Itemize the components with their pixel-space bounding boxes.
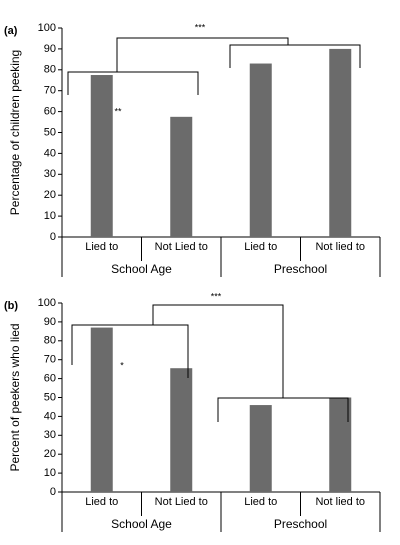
group-label: Preschool <box>274 517 327 531</box>
y-axis-label: Percentage of children peeking <box>8 50 22 215</box>
significance-bracket <box>116 37 289 72</box>
bar <box>329 397 352 492</box>
y-tick-label: 70 <box>44 85 56 97</box>
x-tick-label: Not Lied to <box>155 496 208 508</box>
bar <box>90 327 113 492</box>
x-tick-label: Lied to <box>244 241 277 253</box>
bar <box>170 116 193 237</box>
y-tick-label: 60 <box>44 106 56 118</box>
y-axis-label: Percent of peekers who lied <box>8 323 22 471</box>
bar <box>329 48 352 238</box>
y-tick-label: 20 <box>44 189 56 201</box>
y-tick-label: 100 <box>38 297 56 309</box>
y-tick-label: 70 <box>44 354 56 366</box>
significance-note: * <box>120 360 124 370</box>
y-tick-label: 10 <box>44 467 56 479</box>
y-tick-label: 0 <box>50 231 56 243</box>
y-tick-label: 20 <box>44 448 56 460</box>
group-label: School Age <box>111 517 172 531</box>
y-tick-label: 30 <box>44 168 56 180</box>
y-tick-label: 0 <box>50 486 56 498</box>
x-tick-label: Lied to <box>85 496 118 508</box>
significance-bracket <box>152 304 284 398</box>
panel-label: (a) <box>4 25 18 37</box>
y-tick-label: 50 <box>44 391 56 403</box>
bar <box>249 405 272 492</box>
significance-bracket <box>71 324 189 378</box>
significance-bracket <box>217 397 349 422</box>
x-tick-label: Lied to <box>244 496 277 508</box>
y-tick-label: 30 <box>44 429 56 441</box>
bar <box>170 368 193 492</box>
significance-note: *** <box>211 291 222 301</box>
bar <box>249 63 272 237</box>
y-tick-label: 90 <box>44 316 56 328</box>
x-tick-label: Not lied to <box>315 241 365 253</box>
y-tick-label: 40 <box>44 147 56 159</box>
y-tick-label: 10 <box>44 210 56 222</box>
bar <box>90 75 113 238</box>
significance-note: ** <box>114 106 122 116</box>
x-tick-label: Not lied to <box>315 496 365 508</box>
group-label: Preschool <box>274 262 327 276</box>
x-tick-label: Not Lied to <box>155 241 208 253</box>
significance-note: *** <box>195 22 206 32</box>
significance-bracket <box>229 44 361 68</box>
y-tick-label: 50 <box>44 126 56 138</box>
y-tick-label: 80 <box>44 335 56 347</box>
group-label: School Age <box>111 262 172 276</box>
y-tick-label: 40 <box>44 410 56 422</box>
y-tick-label: 60 <box>44 373 56 385</box>
y-tick-label: 100 <box>38 22 56 34</box>
x-tick-label: Lied to <box>85 241 118 253</box>
y-tick-label: 80 <box>44 64 56 76</box>
panel-label: (b) <box>4 300 18 312</box>
significance-bracket <box>67 71 199 95</box>
y-tick-label: 90 <box>44 43 56 55</box>
